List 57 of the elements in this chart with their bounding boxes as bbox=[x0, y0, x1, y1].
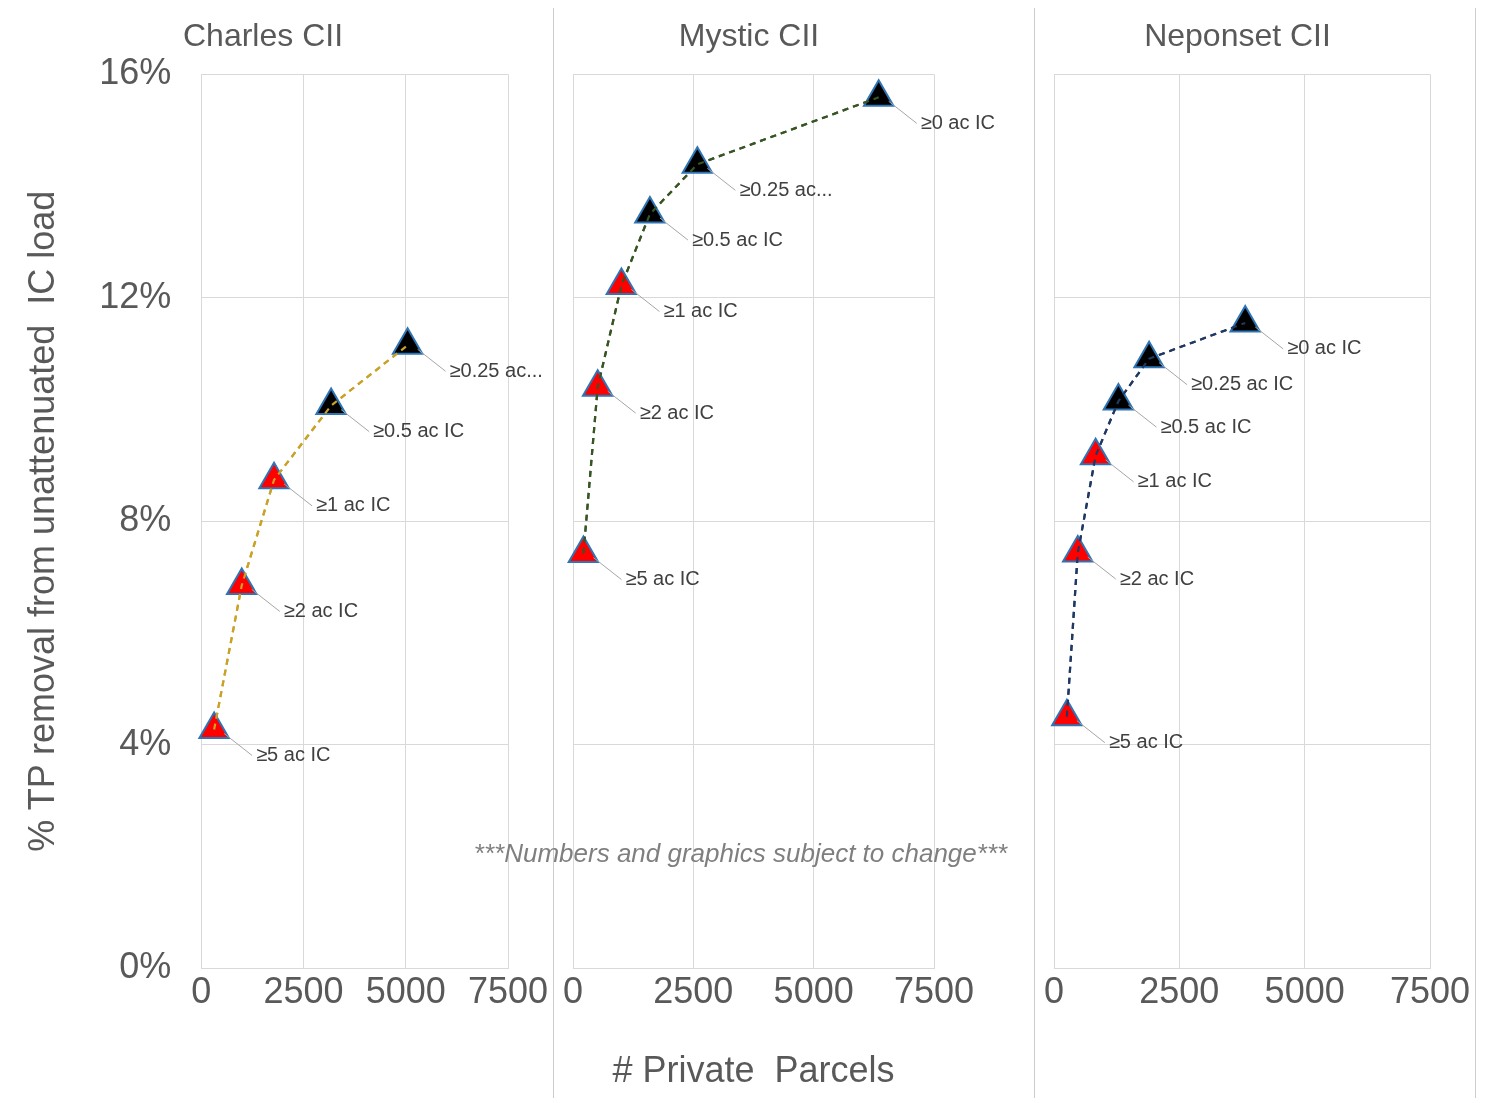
point bbox=[681, 146, 714, 174]
data-label: ≥2 ac IC bbox=[283, 598, 359, 621]
point bbox=[862, 79, 895, 107]
x-tick-label: 5000 bbox=[365, 969, 446, 1011]
point bbox=[1062, 535, 1094, 563]
point bbox=[1133, 340, 1165, 369]
y-tick-label: 4% bbox=[119, 721, 172, 763]
x-tick-label: 7500 bbox=[893, 969, 975, 1011]
point bbox=[1229, 304, 1261, 333]
x-tick-label: 0 bbox=[191, 969, 212, 1011]
x-tick-label: 5000 bbox=[1264, 969, 1345, 1011]
x-tick-label: 2500 bbox=[263, 969, 344, 1011]
x-tick-label: 7500 bbox=[1389, 969, 1471, 1011]
chart-title: Neponset CII bbox=[1144, 17, 1331, 54]
data-label: ≥0.25 ac... bbox=[739, 177, 833, 200]
y-tick-label: 8% bbox=[119, 498, 172, 540]
point bbox=[581, 369, 614, 397]
x-tick-label: 2500 bbox=[1139, 969, 1220, 1011]
x-axis-title: # Private Parcels bbox=[612, 1049, 895, 1091]
chart-title: Mystic CII bbox=[678, 17, 820, 54]
data-label: ≥2 ac IC bbox=[1119, 566, 1195, 589]
chart-title: Charles CII bbox=[182, 17, 344, 54]
point bbox=[226, 567, 258, 595]
x-tick-label: 5000 bbox=[773, 969, 854, 1011]
data-label: ≥5 ac IC bbox=[1108, 730, 1184, 753]
y-tick-label: 12% bbox=[99, 274, 172, 316]
point bbox=[198, 711, 230, 740]
point bbox=[567, 535, 600, 564]
data-label: ≥1 ac IC bbox=[663, 299, 738, 322]
data-label: ≥0 ac IC bbox=[1287, 336, 1362, 359]
data-label: ≥0 ac IC bbox=[920, 110, 996, 133]
y-axis-title: % TP removal from unattenuated IC load bbox=[20, 190, 62, 852]
x-tick-label: 7500 bbox=[467, 969, 549, 1011]
data-label: ≥1 ac IC bbox=[316, 493, 391, 516]
point bbox=[315, 387, 347, 416]
data-label: ≥5 ac IC bbox=[256, 743, 331, 766]
data-label: ≥5 ac IC bbox=[625, 567, 700, 590]
point bbox=[634, 196, 666, 224]
data-label: ≥2 ac IC bbox=[639, 400, 715, 423]
point bbox=[258, 461, 290, 490]
point bbox=[1079, 437, 1112, 466]
data-label: ≥0.5 ac IC bbox=[1160, 414, 1252, 437]
y-tick-label: 16% bbox=[99, 51, 172, 93]
point bbox=[1051, 698, 1083, 727]
data-label: ≥0.25 ac... bbox=[449, 358, 543, 381]
data-label: ≥0.5 ac IC bbox=[373, 419, 465, 442]
data-label: ≥1 ac IC bbox=[1137, 469, 1212, 492]
x-tick-label: 0 bbox=[1043, 969, 1065, 1011]
point bbox=[1102, 383, 1135, 411]
point bbox=[605, 267, 638, 296]
y-tick-label: 0% bbox=[119, 944, 172, 986]
point bbox=[391, 327, 424, 355]
annotation: ***Numbers and graphics subject to change*** bbox=[473, 838, 1008, 868]
data-label: ≥0.5 ac IC bbox=[691, 227, 783, 250]
data-label: ≥0.25 ac IC bbox=[1191, 372, 1294, 395]
x-tick-label: 2500 bbox=[653, 969, 734, 1011]
x-tick-label: 0 bbox=[562, 969, 584, 1011]
